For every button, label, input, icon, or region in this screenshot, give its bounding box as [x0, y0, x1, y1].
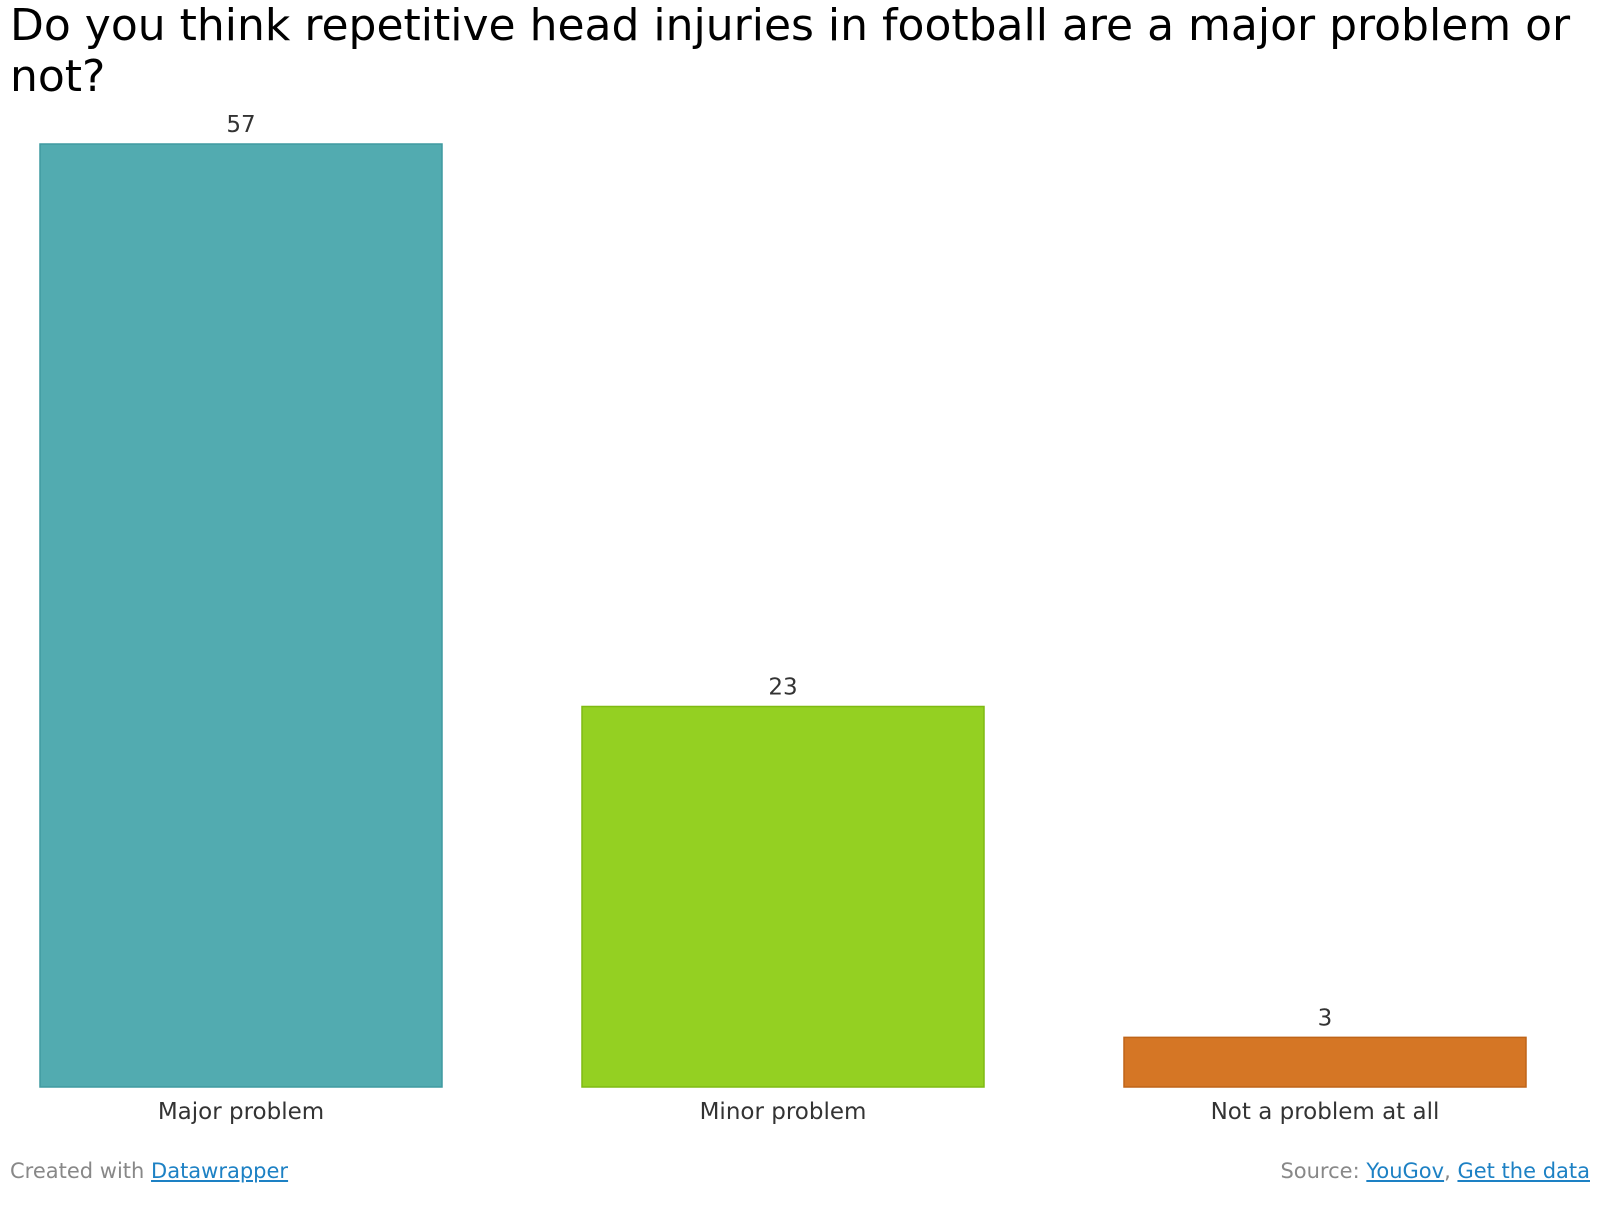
- footer-credit: Created with Datawrapper: [10, 1159, 288, 1183]
- bar-category-label: Not a problem at all: [1211, 1099, 1440, 1125]
- bar-major-problem: [39, 143, 443, 1088]
- source-separator: ,: [1444, 1159, 1451, 1183]
- get-the-data-link[interactable]: Get the data: [1457, 1159, 1590, 1183]
- footer-source: Source: YouGov, Get the data: [1280, 1159, 1590, 1183]
- chart-title: Do you think repetitive head injuries in…: [10, 0, 1571, 102]
- source-label: Source:: [1280, 1159, 1360, 1183]
- bar-minor-problem: [581, 705, 985, 1088]
- bar-value-label: 23: [768, 674, 797, 700]
- datawrapper-link[interactable]: Datawrapper: [151, 1159, 289, 1183]
- bar-not-a-problem-at-all: [1123, 1036, 1527, 1088]
- bar-chart: 57 Major problem 23 Minor problem 3 Not a pro…: [39, 112, 1527, 1125]
- bars-group: 57 Major problem 23 Minor problem 3 Not a pro…: [39, 112, 1527, 1125]
- bar-value-label: 57: [226, 112, 255, 138]
- created-with-text: Created with: [10, 1159, 145, 1183]
- yougov-link[interactable]: YouGov: [1366, 1159, 1445, 1183]
- bar-value-label: 3: [1318, 1005, 1333, 1031]
- bar-category-label: Minor problem: [700, 1099, 867, 1125]
- bar-category-label: Major problem: [158, 1099, 324, 1125]
